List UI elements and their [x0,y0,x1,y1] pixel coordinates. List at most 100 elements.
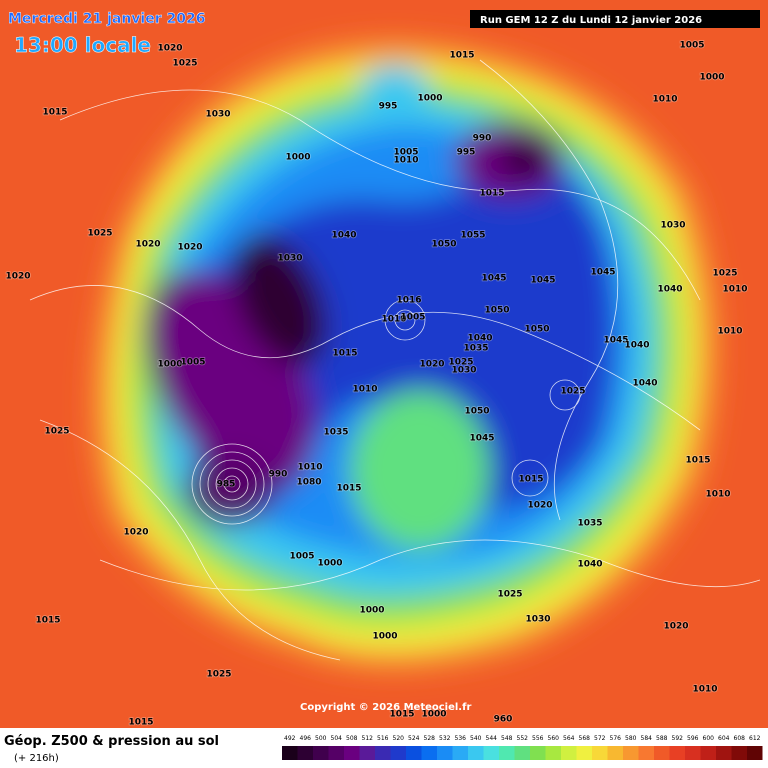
isobar-label: 1010 [381,315,406,325]
isobar-label: 1000 [699,73,724,83]
isobar-label: 1050 [484,306,509,316]
isobar-labels: 1020102510301015995100010151005100010109… [5,40,749,728]
isobar-label: 990 [473,134,492,144]
isobar-label: 1000 [317,559,342,569]
isobar-label: 1040 [657,285,682,295]
isobar-label: 995 [457,148,476,158]
scale-label: 520 [393,735,405,742]
isobar-label: 1030 [660,221,685,231]
isobar-label: 1015 [479,189,504,199]
scale-swatch [328,746,344,760]
scale-swatch [483,746,499,760]
scale-swatch [700,746,716,760]
isobar-label: 1010 [717,327,742,337]
isobar-label: 1015 [336,484,361,494]
isobar-label: 960 [494,715,513,725]
isobar-label: 1016 [396,296,421,306]
scale-label: 500 [315,735,327,742]
time-line: 13:00 locale [14,33,151,57]
isobar-label: 1040 [624,341,649,351]
isobar-label: 1035 [323,428,348,438]
isobar-label: 990 [269,470,288,480]
isobar-label: 1020 [157,44,182,54]
date-line: Mercredi 21 janvier 2026 [8,11,205,27]
scale-swatch [731,746,747,760]
scale-label: 492 [284,735,296,742]
scale-swatch [313,746,329,760]
scale-swatch [561,746,577,760]
scale-swatch [654,746,670,760]
isobar-label: 1040 [577,560,602,570]
scale-label: 604 [718,735,730,742]
scale-swatch [576,746,592,760]
scale-swatch [530,746,546,760]
run-info-box [470,10,760,28]
scale-label: 536 [455,735,467,742]
scale-swatch [545,746,561,760]
scale-swatch [514,746,530,760]
isobar-label: 1015 [389,710,414,720]
isobar-label: 1010 [297,463,322,473]
isobar-label: 985 [217,480,236,490]
isobar-label: 1015 [449,51,474,61]
isobar-label: 1055 [460,231,485,241]
isobar-label: 1025 [87,229,112,239]
scale-label: 608 [734,735,746,742]
scale-label: 532 [439,735,451,742]
scale-label: 528 [424,735,436,742]
isobar-label: 1080 [296,478,321,488]
isobar-label: 1015 [332,349,357,359]
isobar-label: 1005 [289,552,314,562]
scale-swatch [437,746,453,760]
scale-swatch [359,746,375,760]
isobar-label: 1020 [177,243,202,253]
isobar-label: 1025 [448,358,473,368]
scale-label: 556 [532,735,544,742]
isobar-label: 1040 [467,334,492,344]
scale-swatch [421,746,437,760]
isobar-label: 1010 [705,490,730,500]
scale-swatch [592,746,608,760]
isobar-label: 1015 [685,456,710,466]
isobar-label: 1030 [451,366,476,376]
scale-label: 572 [594,735,606,742]
isobar-label: 1015 [42,108,67,118]
scale-swatch [452,746,468,760]
isobar-label: 1000 [157,360,182,370]
isobar-label: 1005 [679,41,704,51]
scale-swatch [607,746,623,760]
isobar-label: 1015 [35,616,60,626]
z500-field: 1020102510301015995100010151005100010109… [0,0,768,728]
isobar-label: 1045 [530,276,555,286]
isobar-label: 1020 [663,622,688,632]
isobar-label: 1040 [632,379,657,389]
legend-title: Géop. Z500 & pression au sol [4,734,219,749]
isobar-label: 1025 [712,269,737,279]
scale-label: 508 [346,735,358,742]
isobar-label: 1040 [331,231,356,241]
scale-swatch [390,746,406,760]
scale-swatch [638,746,654,760]
isobar-label: 1010 [393,156,418,166]
run-info: Run GEM 12 Z du Lundi 12 janvier 2026 [480,15,702,26]
isobar-label: 1000 [359,606,384,616]
isobar-label: 1045 [590,268,615,278]
scale-label: 548 [501,735,513,742]
scale-label: 580 [625,735,637,742]
isobar-label: 1030 [525,615,550,625]
isobar-label: 1000 [285,153,310,163]
isobar-label: 995 [379,102,398,112]
isobar-label: 1050 [524,325,549,335]
scale-label: 496 [300,735,312,742]
scale-label: 592 [672,735,684,742]
scale-swatch [282,746,298,760]
isobar-label: 1025 [44,427,69,437]
color-scale: 492 496 500 504 508 512 516 520 524 528 532 536 540 5… [282,735,763,760]
scale-label: 564 [563,735,575,742]
isobar-label: 1020 [5,272,30,282]
scale-swatch [406,746,422,760]
scale-swatch [468,746,484,760]
scale-swatch [685,746,701,760]
isobar-label: 1015 [128,718,153,728]
